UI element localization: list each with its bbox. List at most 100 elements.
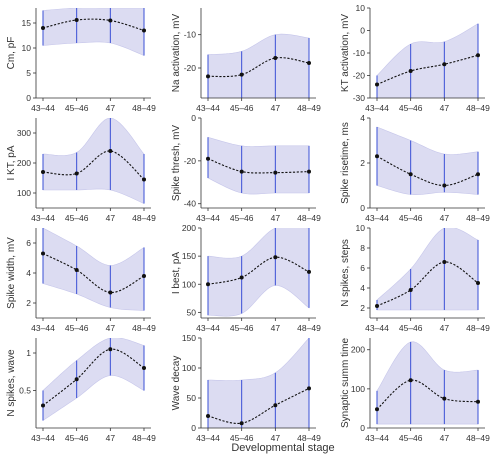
y-tick-label: 100	[17, 188, 31, 198]
data-point	[74, 377, 79, 382]
y-axis-label: KT activation, mV	[340, 14, 351, 93]
x-tick-label: 48–49	[297, 433, 321, 443]
data-point	[108, 149, 113, 153]
y-tick-label: -40	[184, 199, 197, 209]
y-axis-label: I best, pA	[171, 252, 182, 295]
y-tick-label: 4	[26, 268, 31, 278]
y-tick-label: 100	[351, 384, 365, 394]
mean-line	[376, 379, 479, 410]
x-tick-label: 45–46	[230, 323, 254, 333]
x-tick-label: 43–44	[365, 433, 389, 443]
y-tick-label: 5	[26, 68, 31, 78]
y-axis-label: Spike thresh, mV	[171, 125, 182, 201]
data-point	[375, 304, 379, 308]
x-tick-label: 45–46	[65, 103, 89, 113]
y-tick-label: 6	[26, 238, 31, 248]
data-point	[206, 156, 210, 161]
confidence-band	[207, 338, 310, 428]
y-tick-label: -10	[353, 48, 366, 58]
data-point	[408, 172, 413, 177]
x-tick-label: 45–46	[399, 323, 423, 333]
x-tick-label: 43–44	[196, 103, 220, 113]
confidence-band	[42, 228, 145, 311]
chart-panel: -40 -20 0 43–44 45–46 47 48–49 Spike thresh, mV	[171, 113, 321, 223]
x-tick-label: 45–46	[399, 103, 423, 113]
y-tick-label: 4	[360, 283, 365, 293]
chart-panel: 50 100 150 200 43–44 45–46 47 48–49 I best, pA	[171, 223, 321, 333]
data-point	[273, 403, 278, 408]
data-point	[307, 169, 311, 174]
x-tick-label: 47	[440, 103, 450, 113]
data-point	[307, 386, 311, 391]
data-point	[307, 61, 311, 65]
x-tick-label: 47	[271, 103, 281, 113]
y-tick-label: 0	[191, 423, 196, 433]
chart-panel: 2 4 6 43–44 45–46 47 48–49 Spike width, mV	[6, 228, 156, 333]
confidence-band	[207, 33, 310, 98]
mean-line	[42, 18, 145, 32]
y-tick-label: 200	[182, 223, 196, 233]
mean-line	[207, 256, 310, 285]
y-tick-label: 100	[182, 363, 196, 373]
y-tick-label: -20	[184, 63, 197, 73]
x-tick-label: 43–44	[365, 213, 389, 223]
y-axis-label: Spike width, mV	[6, 237, 17, 309]
y-tick-label: 1	[26, 348, 31, 358]
data-point	[206, 282, 210, 287]
y-tick-label: 300	[17, 128, 31, 138]
x-tick-label: 45–46	[65, 323, 89, 333]
data-point	[375, 407, 379, 412]
data-point	[442, 62, 447, 67]
mean-line	[376, 54, 479, 86]
y-tick-label: 2	[360, 158, 365, 168]
chart-panel: -30 -20 -10 0 10 43–44 45–46 47 48–49 KT activati…	[340, 3, 490, 113]
y-tick-label: 100	[182, 279, 196, 289]
x-tick-label: 48–49	[297, 323, 321, 333]
data-point	[476, 53, 480, 58]
y-tick-label: -20	[353, 71, 366, 81]
y-axis-label: Synaptic summ time	[340, 338, 351, 428]
x-tick-label: 48–49	[132, 103, 156, 113]
x-tick-label: 48–49	[297, 213, 321, 223]
x-tick-label: 45–46	[230, 213, 254, 223]
mean-line	[207, 158, 310, 174]
x-tick-label: 45–46	[230, 433, 254, 443]
y-tick-label: 0.5	[19, 386, 31, 396]
x-tick-label: 47	[440, 433, 450, 443]
data-point	[142, 28, 146, 33]
data-point	[206, 414, 210, 418]
data-point	[142, 366, 146, 370]
data-point	[206, 74, 210, 79]
data-point	[41, 26, 45, 30]
data-point	[375, 154, 379, 159]
chart-panel: 0 100 200 43–44 45–46 47 48–49 Synaptic summ ti…	[340, 338, 490, 443]
data-point	[476, 172, 480, 177]
data-point	[408, 378, 413, 383]
y-tick-label: 200	[17, 158, 31, 168]
data-point	[476, 399, 480, 404]
data-point	[108, 18, 113, 23]
mean-line	[376, 261, 479, 307]
x-tick-label: 47	[106, 213, 116, 223]
chart-panel: -20 -10 43–44 45–46 47 48–49 Na activation, mV	[171, 8, 321, 113]
x-tick-label: 48–49	[132, 433, 156, 443]
y-axis-label: Spike risetime, ms	[340, 122, 351, 204]
y-tick-label: 50	[187, 393, 197, 403]
data-point	[239, 72, 244, 77]
y-axis-label: Na activation, mV	[171, 13, 182, 92]
x-tick-label: 43–44	[196, 323, 220, 333]
y-tick-label: 10	[356, 3, 366, 13]
x-tick-label: 45–46	[230, 103, 254, 113]
x-tick-label: 48–49	[297, 103, 321, 113]
x-tick-label: 47	[106, 433, 116, 443]
x-tick-label: 48–49	[132, 213, 156, 223]
data-point	[273, 170, 278, 175]
x-tick-label: 43–44	[196, 433, 220, 443]
data-point	[41, 403, 45, 408]
data-point	[408, 288, 413, 292]
data-point	[442, 396, 447, 401]
data-point	[142, 274, 146, 278]
y-tick-label: 4	[360, 113, 365, 123]
y-tick-label: 150	[182, 333, 196, 343]
